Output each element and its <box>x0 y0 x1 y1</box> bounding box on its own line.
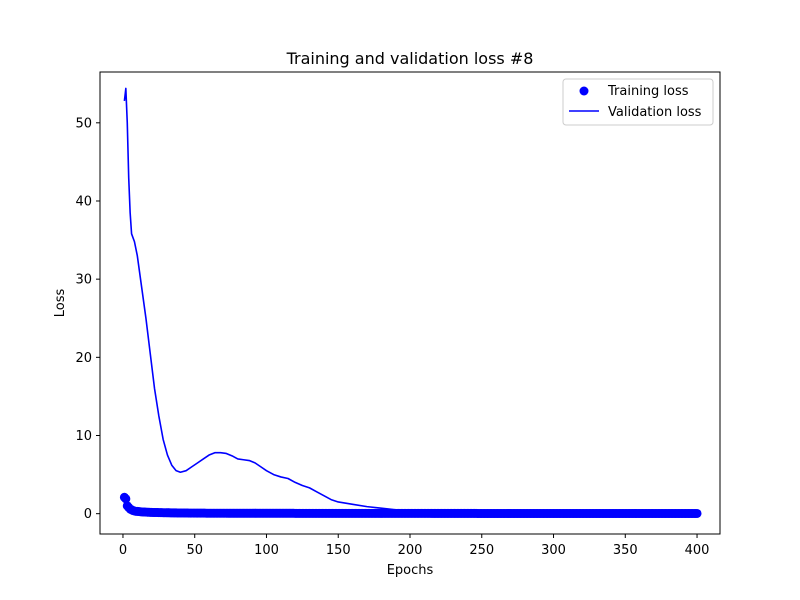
x-tick-label: 200 <box>398 543 423 558</box>
x-tick-label: 0 <box>119 543 127 558</box>
y-tick-label: 0 <box>84 507 92 522</box>
plot-area <box>119 87 702 518</box>
legend: Training loss Validation loss <box>562 78 714 126</box>
y-axis: 0 10 20 30 40 50 <box>75 116 100 522</box>
legend-label-validation: Validation loss <box>608 105 702 120</box>
x-axis: 0 50 100 150 200 250 300 350 400 <box>119 534 710 558</box>
series-scatter-training-loss <box>119 492 702 518</box>
training-loss-point <box>121 494 131 504</box>
y-tick-label: 30 <box>75 273 92 288</box>
x-tick-label: 100 <box>254 543 279 558</box>
chart-title: Training and validation loss #8 <box>286 49 534 68</box>
x-tick-label: 300 <box>541 543 566 558</box>
legend-marker-training <box>579 86 589 96</box>
x-tick-label: 50 <box>186 543 203 558</box>
training-loss-point <box>692 508 702 518</box>
x-tick-label: 350 <box>613 543 638 558</box>
y-tick-label: 50 <box>75 116 92 131</box>
x-axis-label: Epochs <box>387 563 434 578</box>
x-tick-label: 150 <box>326 543 351 558</box>
x-tick-label: 250 <box>469 543 494 558</box>
y-tick-label: 40 <box>75 194 92 209</box>
legend-label-training: Training loss <box>607 84 689 99</box>
y-tick-label: 20 <box>75 351 92 366</box>
y-tick-label: 10 <box>75 429 92 444</box>
x-tick-label: 400 <box>685 543 710 558</box>
legend-box <box>562 78 714 126</box>
y-axis-label: Loss <box>53 289 68 318</box>
